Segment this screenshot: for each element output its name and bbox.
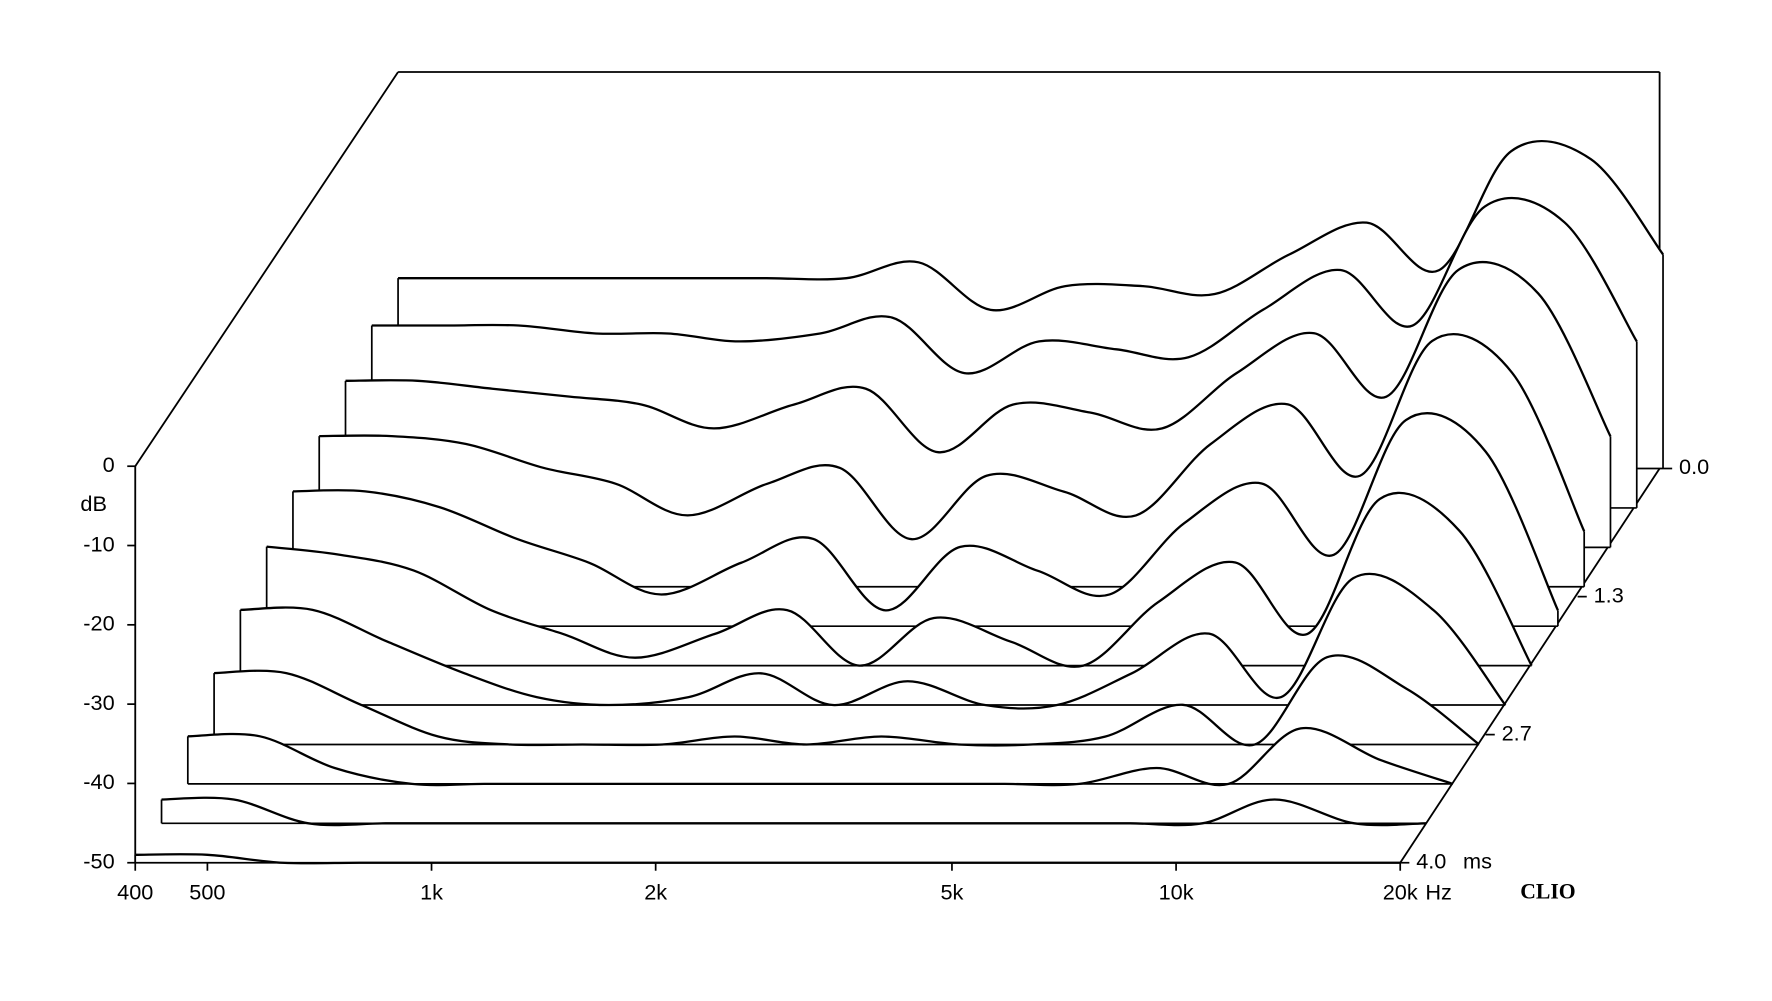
x-unit: Hz bbox=[1425, 879, 1452, 904]
y-tick-label: -50 bbox=[83, 848, 114, 873]
y-tick-label: 0 bbox=[103, 452, 115, 477]
z-tick-label: 2.7 bbox=[1502, 720, 1532, 745]
slice-mask bbox=[240, 573, 1506, 709]
x-tick-label: 2k bbox=[644, 879, 667, 904]
slice-curve bbox=[319, 333, 1586, 541]
x-tick-label: 5k bbox=[940, 879, 963, 904]
x-tick-label: 500 bbox=[189, 879, 225, 904]
y-tick-label: -30 bbox=[83, 690, 114, 715]
slice-curve bbox=[345, 261, 1612, 454]
x-tick-label: 10k bbox=[1159, 879, 1194, 904]
brand: CLIO bbox=[1520, 880, 1575, 904]
y-tick-label: -40 bbox=[83, 769, 114, 794]
slice-curve bbox=[214, 654, 1480, 747]
slice-curve bbox=[371, 197, 1638, 375]
slice-curve bbox=[240, 572, 1507, 710]
z-unit: ms bbox=[1463, 848, 1492, 873]
slices bbox=[134, 140, 1664, 865]
y-axis-label: dB bbox=[80, 491, 107, 516]
y-tick-label: -20 bbox=[83, 611, 114, 636]
z-tick-label: 1.3 bbox=[1594, 582, 1624, 607]
x-tick-label: 400 bbox=[117, 879, 153, 904]
slice-mask bbox=[161, 797, 1427, 826]
z-tick-label: 4.0 bbox=[1416, 848, 1446, 873]
slice-mask bbox=[266, 492, 1532, 667]
slice-curve bbox=[398, 140, 1664, 312]
slice-curve bbox=[292, 412, 1559, 612]
slice-mask bbox=[214, 655, 1480, 746]
x-tick-label: 1k bbox=[420, 879, 443, 904]
y-tick-label: -10 bbox=[83, 531, 114, 556]
axis-frame bbox=[134, 71, 399, 467]
slice-curve bbox=[135, 853, 1401, 865]
x-tick-label: 20k bbox=[1383, 879, 1418, 904]
slice-curve bbox=[266, 491, 1533, 668]
z-tick-label: 0.0 bbox=[1679, 454, 1709, 479]
slice-curve bbox=[161, 796, 1427, 827]
slice-curve bbox=[187, 726, 1454, 787]
